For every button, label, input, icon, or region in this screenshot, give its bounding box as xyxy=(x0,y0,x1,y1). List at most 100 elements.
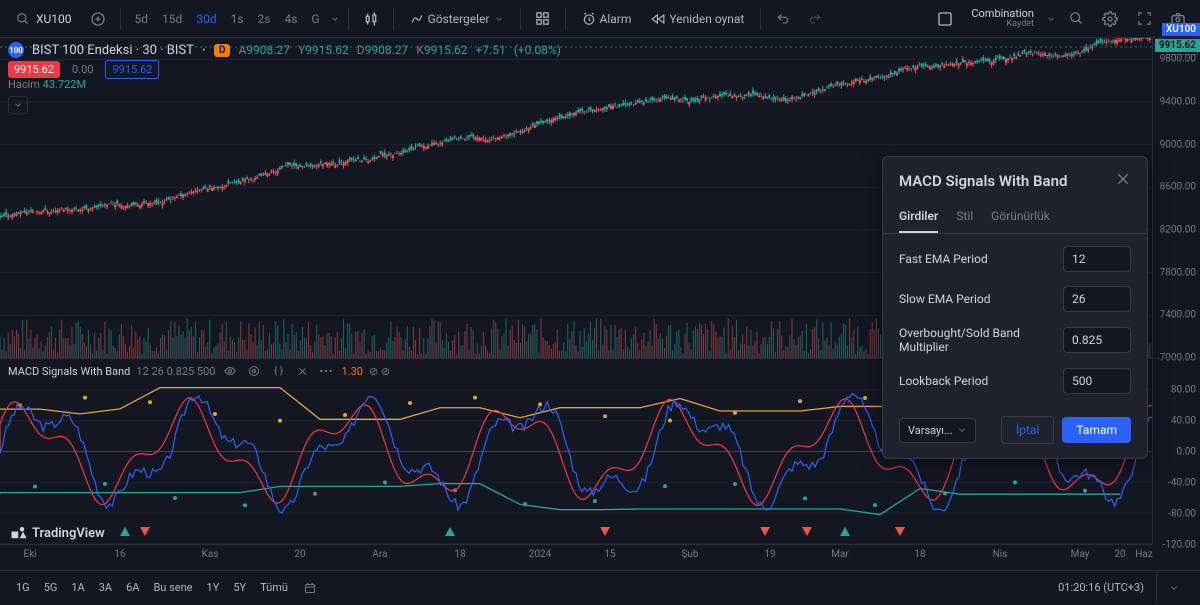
range-Tümü[interactable]: Tümü xyxy=(254,577,294,598)
dialog-row-input[interactable] xyxy=(1063,246,1131,272)
legend-title[interactable]: BIST 100 Endeksi · 30 · BIST xyxy=(32,43,194,58)
xtick: 20 xyxy=(294,549,305,560)
interval-2s[interactable]: 2s xyxy=(252,8,277,30)
symbol-badge: 100 xyxy=(8,42,24,58)
signal-up-marker xyxy=(120,527,130,536)
replay-button[interactable]: Yeniden oynat xyxy=(643,8,752,30)
expand-legend-button[interactable] xyxy=(8,96,28,114)
add-symbol-button[interactable] xyxy=(84,5,112,33)
alarm-icon xyxy=(582,12,596,26)
dialog-tabs: Girdiler Stil Görünürlük xyxy=(883,201,1147,234)
symbol-text: XU100 xyxy=(36,12,72,26)
xtick: Mar xyxy=(831,549,849,560)
dialog-tab-Görünürlük[interactable]: Görünürlük xyxy=(991,201,1050,233)
range-5Y[interactable]: 5Y xyxy=(227,577,252,598)
interval-30d[interactable]: 30d xyxy=(190,8,222,30)
last-price-pill: 9915.62 xyxy=(8,61,60,78)
templates-button[interactable] xyxy=(529,5,557,33)
interval-4s[interactable]: 4s xyxy=(278,8,303,30)
interval-5d[interactable]: 5d xyxy=(129,8,155,30)
preset-select[interactable]: Varsayı... xyxy=(899,418,976,443)
signal-down-marker xyxy=(802,527,812,536)
range-5G[interactable]: 5G xyxy=(38,577,64,598)
indicators-button[interactable]: Göstergeler xyxy=(402,8,512,30)
dialog-row-input[interactable] xyxy=(1063,327,1131,353)
plus-circle-icon xyxy=(90,11,106,27)
close-icon xyxy=(1115,171,1131,187)
xtick: May xyxy=(1071,549,1090,560)
gear-icon xyxy=(1102,11,1118,27)
signal-up-marker xyxy=(445,527,455,536)
chevron-down-icon xyxy=(957,425,967,435)
settings-button[interactable] xyxy=(1096,5,1124,33)
interval-G[interactable]: G xyxy=(305,8,325,30)
fx-icon xyxy=(410,12,424,26)
calendar-icon[interactable] xyxy=(304,582,316,594)
range-1Y[interactable]: 1Y xyxy=(201,577,226,598)
toggle-axis-button[interactable] xyxy=(1156,571,1190,605)
indicator-visibility-button[interactable] xyxy=(221,362,239,380)
search-icon xyxy=(16,12,30,26)
xtick: 18 xyxy=(914,549,925,560)
alarm-button[interactable]: Alarm xyxy=(574,8,640,30)
indicator-name[interactable]: MACD Signals With Band xyxy=(8,365,130,378)
range-1G[interactable]: 1G xyxy=(10,577,36,598)
indicator-legend: MACD Signals With Band 12 26 0.825 500 {… xyxy=(8,362,390,380)
fullscreen-button[interactable] xyxy=(1130,5,1158,33)
ok-button[interactable]: Tamam xyxy=(1062,417,1131,443)
search2-button[interactable] xyxy=(1062,5,1090,33)
price-axis-symbol: XU100 xyxy=(1162,23,1200,36)
chart-style-button[interactable] xyxy=(357,5,385,33)
dialog-tab-Stil[interactable]: Stil xyxy=(956,201,973,233)
clock[interactable]: 01:20:16 (UTC+3) xyxy=(1050,577,1152,598)
candles-icon xyxy=(363,11,379,27)
range-1A[interactable]: 1A xyxy=(65,577,90,598)
undo-button[interactable] xyxy=(769,5,797,33)
ytick: 0.00 xyxy=(1177,447,1197,458)
dialog-tab-Girdiler[interactable]: Girdiler xyxy=(899,201,938,233)
indicator-source-button[interactable]: { } xyxy=(269,362,287,380)
ytick: 7800.00 xyxy=(1160,267,1196,278)
symbol-search[interactable]: XU100 xyxy=(8,8,80,30)
dialog-row-input[interactable] xyxy=(1063,286,1131,312)
blue-price-pill: 9915.62 xyxy=(105,60,159,79)
interval-15d[interactable]: 15d xyxy=(156,8,188,30)
indicator-more-button[interactable]: ••• xyxy=(317,362,335,380)
dialog-row-label: Fast EMA Period xyxy=(899,252,988,266)
dialog-row-input[interactable] xyxy=(1063,368,1131,394)
tradingview-logo: TradingView xyxy=(10,524,105,542)
indicator-value: 1.30 xyxy=(341,365,362,378)
signal-down-marker xyxy=(895,527,905,536)
ytick: 8600.00 xyxy=(1160,182,1196,193)
range-3A[interactable]: 3A xyxy=(93,577,118,598)
cancel-button[interactable]: İptal xyxy=(1001,416,1054,444)
price-axis[interactable]: TRY 7000.007400.007800.008200.008600.009… xyxy=(1152,38,1200,358)
redo-icon xyxy=(808,12,822,26)
chevron-down-icon xyxy=(13,100,23,110)
logo-icon xyxy=(10,524,28,542)
layout-icon xyxy=(937,11,953,27)
ytick: -80.00 xyxy=(1168,509,1196,520)
chevron-down-icon xyxy=(494,14,504,24)
combination-button[interactable]: Combination Kaydet xyxy=(965,6,1040,32)
volume-legend: Hacim 43.722M xyxy=(8,78,86,91)
dialog-close-button[interactable] xyxy=(1115,171,1131,191)
dialog-row-label: Lookback Period xyxy=(899,374,988,388)
chevron-down-icon[interactable] xyxy=(1046,14,1056,24)
indicator-axis[interactable]: -120.00-80.00-40.000.0040.0080.00 xyxy=(1152,358,1200,544)
indicator-delete-button[interactable] xyxy=(293,362,311,380)
ytick: 80.00 xyxy=(1171,385,1196,396)
chevron-down-icon[interactable] xyxy=(330,14,340,24)
fullscreen-icon xyxy=(1137,11,1152,26)
range-Bu sene[interactable]: Bu sene xyxy=(147,577,198,598)
indicator-settings-button[interactable] xyxy=(245,362,263,380)
close-icon xyxy=(297,366,308,377)
dialog-row-label: Slow EMA Period xyxy=(899,292,991,306)
layout-button[interactable] xyxy=(931,5,959,33)
redo-button[interactable] xyxy=(801,5,829,33)
time-axis[interactable]: Eki16Kas20Ara18202415Şub19Mar18NisMay20H… xyxy=(0,544,1152,566)
interval-1s[interactable]: 1s xyxy=(225,8,250,30)
range-6A[interactable]: 6A xyxy=(120,577,145,598)
ytick: -120.00 xyxy=(1162,540,1196,551)
alarm-label: Alarm xyxy=(600,12,632,26)
